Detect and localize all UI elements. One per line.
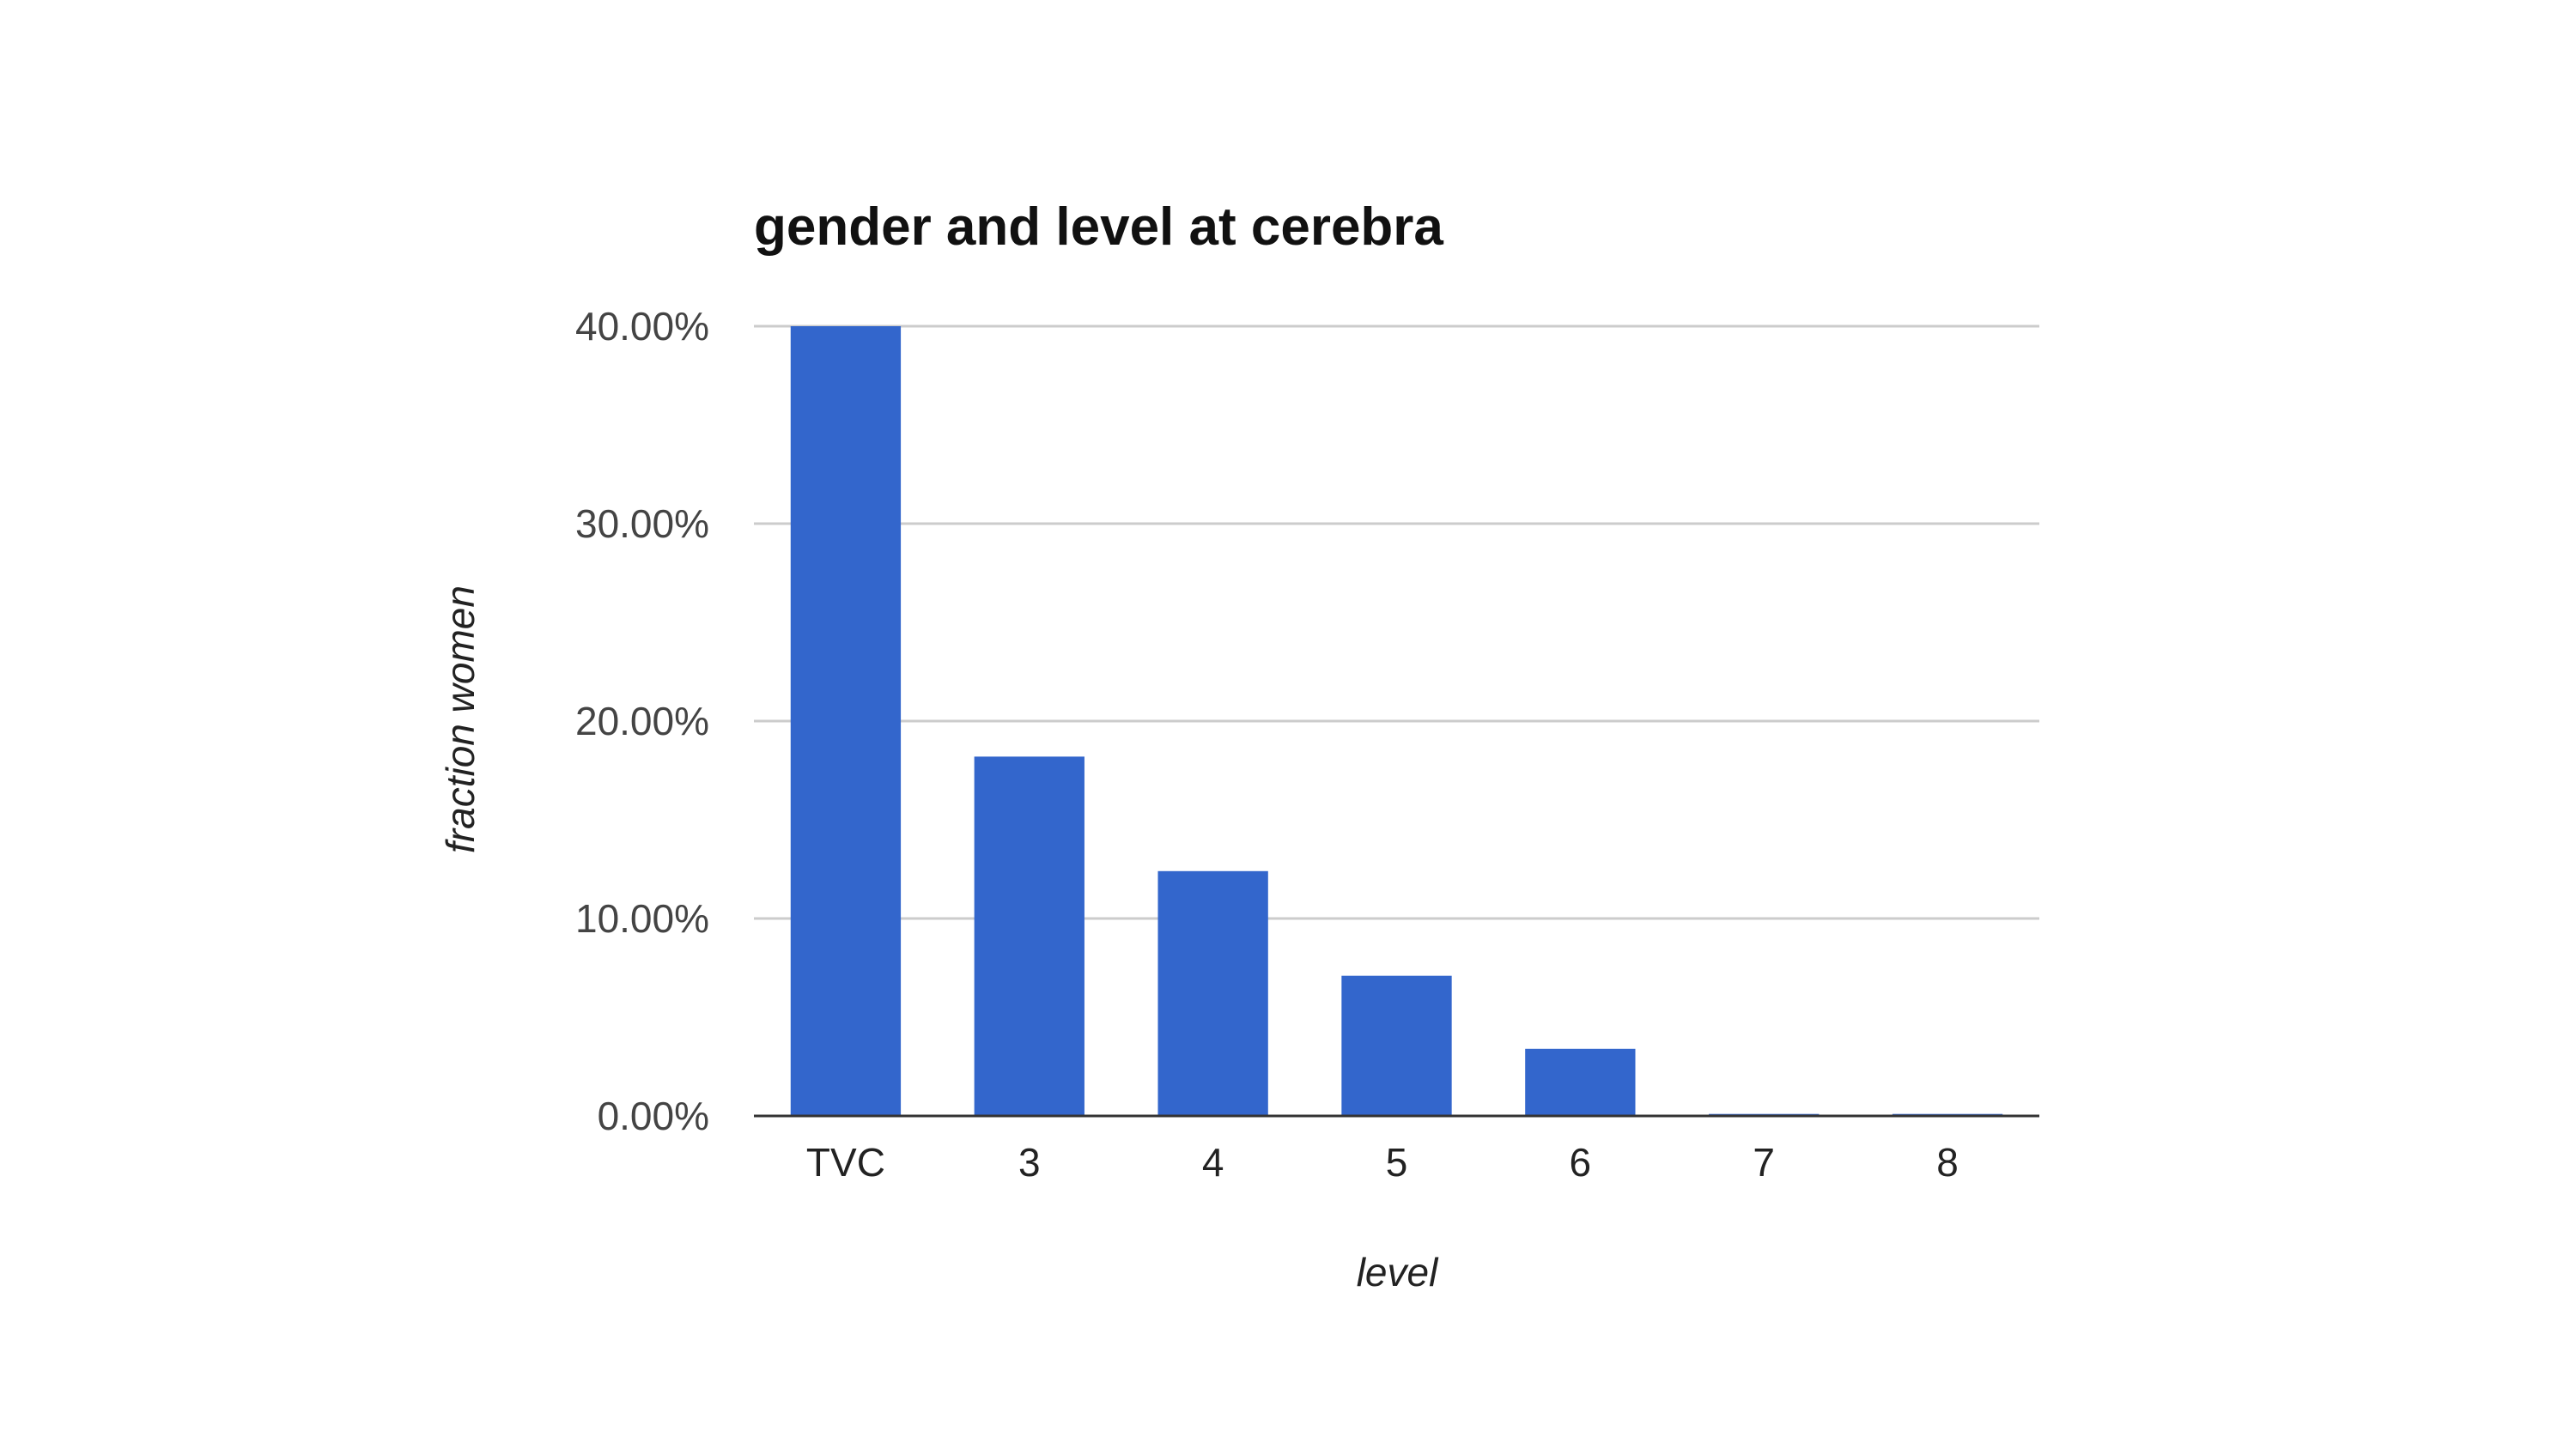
gridlines (754, 324, 2039, 920)
y-tick-label: 30.00% (575, 501, 709, 546)
x-axis-ticks: TVC 3 4 5 6 7 8 (806, 1140, 1959, 1185)
x-tick-label: 3 (1018, 1140, 1041, 1185)
bar-3 (974, 756, 1084, 1116)
y-axis-ticks: 0.00% 10.00% 20.00% 30.00% 40.00% (575, 304, 709, 1138)
bar-5 (1341, 975, 1452, 1116)
y-tick-label: 10.00% (575, 896, 709, 941)
x-tick-label: 7 (1753, 1140, 1775, 1185)
x-tick-label: TVC (806, 1140, 885, 1185)
y-axis-label: fraction women (438, 585, 483, 853)
x-tick-label: 6 (1570, 1140, 1592, 1185)
bar-4 (1157, 870, 1268, 1116)
bars (790, 326, 2003, 1116)
bar-TVC (790, 326, 902, 1116)
y-tick-label: 0.00% (598, 1094, 709, 1138)
y-tick-label: 40.00% (575, 304, 709, 349)
x-axis-label: level (1357, 1250, 1439, 1294)
y-tick-label: 20.00% (575, 699, 709, 743)
bar-6 (1525, 1048, 1636, 1116)
x-tick-label: 8 (1936, 1140, 1959, 1185)
x-tick-label: 5 (1386, 1140, 1408, 1185)
chart-title: gender and level at cerebra (754, 197, 1443, 257)
x-tick-label: 4 (1202, 1140, 1224, 1185)
